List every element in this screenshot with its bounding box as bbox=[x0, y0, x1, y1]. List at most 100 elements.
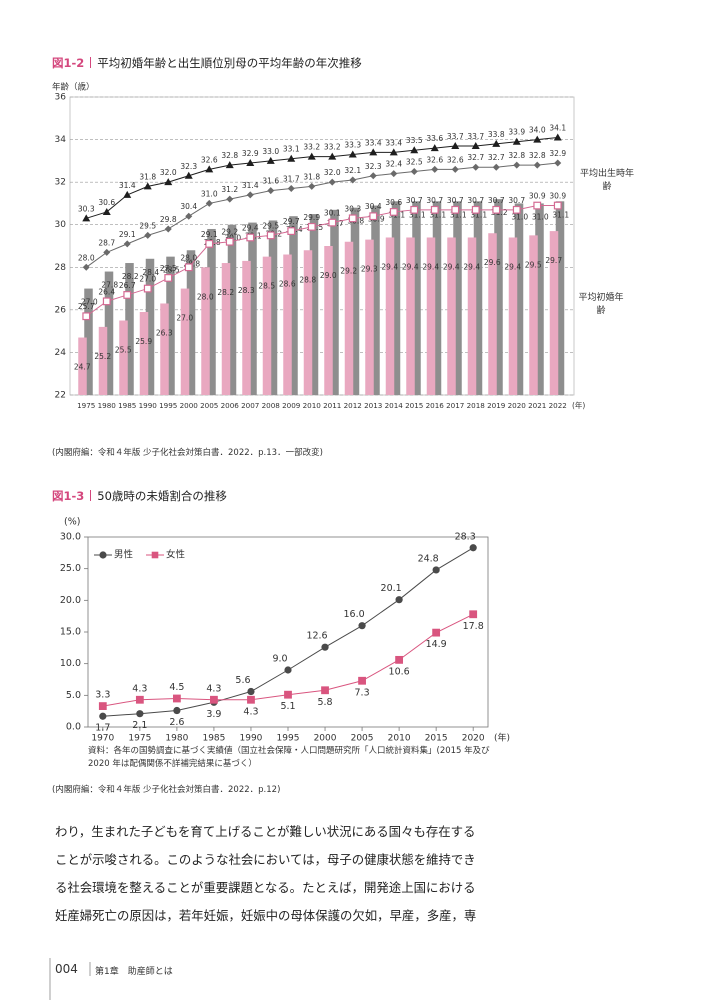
y-tick-label: 34 bbox=[55, 135, 67, 145]
value-label: 30.6 bbox=[98, 198, 115, 207]
value-label: 28.2 bbox=[122, 272, 139, 281]
marker bbox=[512, 205, 521, 214]
marker bbox=[205, 165, 214, 173]
bar bbox=[391, 201, 401, 395]
value-label: 28.5 bbox=[258, 282, 275, 291]
value-label: 26.3 bbox=[156, 328, 173, 337]
bar bbox=[283, 254, 292, 395]
value-label: 33.7 bbox=[467, 132, 484, 141]
value-label: 29.4 bbox=[463, 262, 480, 271]
bar bbox=[406, 237, 415, 395]
value-label: 33.3 bbox=[344, 140, 361, 149]
y-tick-label: 22 bbox=[55, 391, 66, 401]
marker bbox=[553, 133, 562, 141]
value-label: 29.1 bbox=[119, 230, 136, 239]
marker bbox=[307, 222, 316, 231]
value-label: 30.7 bbox=[508, 196, 525, 205]
marker bbox=[430, 144, 439, 152]
bar bbox=[494, 199, 503, 395]
marker bbox=[348, 214, 357, 223]
value-label: 4.5 bbox=[169, 682, 184, 693]
value-label: 32.8 bbox=[508, 151, 525, 160]
marker bbox=[82, 263, 90, 271]
x-tick-label: 2005 bbox=[200, 401, 218, 410]
value-label: 29.7 bbox=[283, 217, 300, 226]
x-tick-label: 2015 bbox=[425, 734, 448, 744]
value-label: 31.0 bbox=[511, 212, 528, 221]
x-tick-label: 1985 bbox=[118, 401, 136, 410]
value-label: 32.9 bbox=[242, 149, 259, 158]
annotation: 平均初婚年齢 bbox=[578, 293, 624, 316]
bar bbox=[207, 228, 216, 395]
marker bbox=[328, 218, 337, 227]
marker bbox=[247, 695, 255, 704]
value-label: 30.9 bbox=[549, 192, 566, 201]
marker bbox=[102, 207, 111, 215]
bar bbox=[227, 224, 237, 395]
value-label: 34.1 bbox=[549, 123, 566, 132]
bar bbox=[248, 222, 257, 395]
value-label: 30.3 bbox=[344, 204, 361, 213]
marker bbox=[184, 263, 193, 272]
value-label: 31.0 bbox=[201, 189, 218, 198]
bar bbox=[309, 214, 319, 395]
value-label: 32.5 bbox=[406, 158, 423, 167]
bar bbox=[535, 203, 544, 395]
body-line: わり，生まれた子どもを育て上げることが難しい状況にある国々も存在する bbox=[55, 824, 476, 839]
bar bbox=[555, 201, 565, 395]
value-label: 25.2 bbox=[94, 352, 111, 361]
bar bbox=[426, 237, 436, 395]
marker bbox=[225, 161, 234, 169]
source-line: 資料：各年の国勢調査に基づく実績値（国立社会保障・人口問題研究所「人口統計資料集… bbox=[88, 746, 490, 756]
value-label: 29.5 bbox=[262, 221, 279, 230]
value-label: 33.4 bbox=[365, 138, 382, 147]
marker bbox=[226, 195, 234, 203]
x-tick-label: 2007 bbox=[241, 401, 259, 410]
value-label: 27.0 bbox=[176, 314, 193, 323]
value-label: 28.2 bbox=[217, 288, 234, 297]
value-label: 29.6 bbox=[484, 258, 501, 267]
bar bbox=[139, 311, 149, 395]
y-tick-label: 25.0 bbox=[60, 563, 81, 574]
marker bbox=[369, 212, 378, 221]
marker bbox=[358, 676, 366, 685]
legend-label: 女性 bbox=[166, 549, 186, 561]
marker bbox=[136, 710, 144, 718]
bar bbox=[371, 205, 380, 395]
bar bbox=[514, 203, 524, 395]
value-label: 32.6 bbox=[201, 155, 218, 164]
marker bbox=[205, 199, 213, 207]
marker bbox=[143, 284, 152, 293]
marker bbox=[205, 239, 214, 248]
y-tick-label: 36 bbox=[55, 93, 67, 103]
value-label: 30.7 bbox=[467, 196, 484, 205]
marker bbox=[328, 152, 337, 160]
value-label: 28.8 bbox=[299, 275, 316, 284]
marker bbox=[395, 655, 404, 664]
value-label: 29.4 bbox=[443, 262, 460, 271]
bar bbox=[549, 231, 559, 395]
x-tick-label: 2017 bbox=[446, 401, 464, 410]
bar bbox=[242, 260, 251, 395]
value-label: 5.6 bbox=[235, 675, 250, 686]
y-tick-label: 24 bbox=[55, 348, 67, 358]
marker bbox=[246, 233, 255, 242]
bar bbox=[324, 246, 333, 395]
value-label: 27.5 bbox=[160, 264, 177, 273]
marker bbox=[410, 146, 419, 154]
marker bbox=[451, 141, 460, 149]
x-tick-label: 1980 bbox=[98, 401, 117, 410]
value-label: 29.2 bbox=[221, 228, 238, 237]
value-label: 5.8 bbox=[317, 697, 332, 708]
figure-title: 50歳時の未婚割合の推移 bbox=[97, 489, 227, 503]
marker bbox=[358, 622, 366, 630]
marker bbox=[184, 171, 193, 179]
marker bbox=[123, 240, 131, 248]
value-label: 33.2 bbox=[303, 143, 320, 152]
body-line: ことが示唆される。このような社会においては，母子の健康状態を維持でき bbox=[55, 852, 476, 867]
x-tick-label: 2019 bbox=[487, 401, 506, 410]
value-label: 30.4 bbox=[180, 202, 197, 211]
marker bbox=[99, 712, 107, 720]
figure-number: 図1-2 bbox=[52, 56, 85, 70]
